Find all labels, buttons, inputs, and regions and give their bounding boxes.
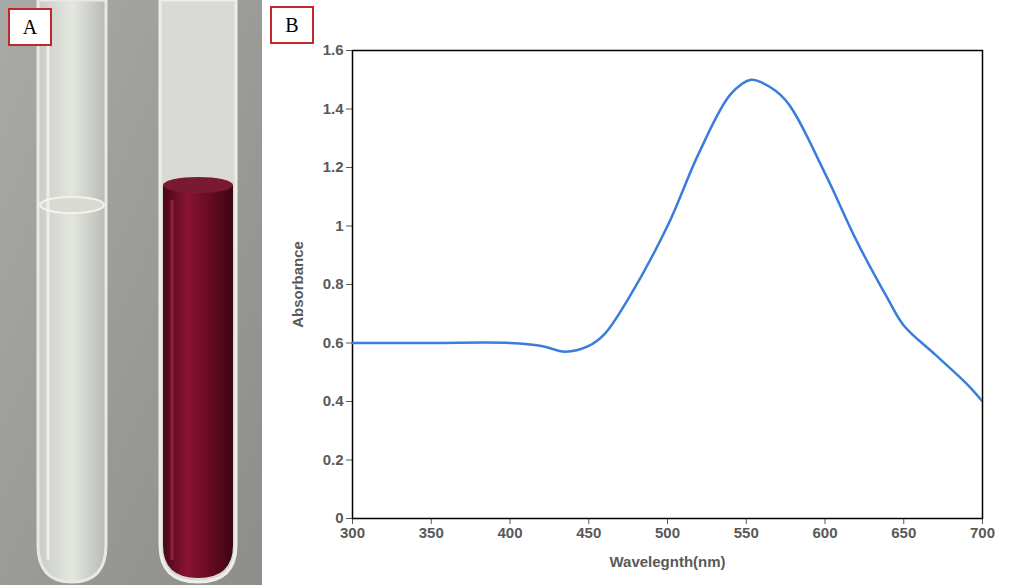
html-text:A: A [22, 16, 38, 38]
svg-text:Absorbance: Absorbance [289, 241, 306, 328]
svg-text:0.6: 0.6 [323, 334, 344, 351]
svg-text:650: 650 [891, 524, 916, 541]
svg-text:1.4: 1.4 [323, 100, 345, 117]
svg-text:0.8: 0.8 [323, 275, 344, 292]
svg-text:450: 450 [576, 524, 601, 541]
svg-text:1.6: 1.6 [323, 41, 344, 58]
svg-text:600: 600 [812, 524, 837, 541]
svg-text:0: 0 [335, 509, 344, 527]
html-text:B: B [285, 14, 299, 36]
svg-text:550: 550 [734, 524, 759, 541]
svg-text:500: 500 [655, 524, 680, 541]
svg-text:1: 1 [335, 217, 343, 234]
svg-text:0.4: 0.4 [323, 392, 345, 409]
svg-text:0.2: 0.2 [323, 451, 344, 468]
svg-text:1.2: 1.2 [323, 158, 344, 175]
svg-text:400: 400 [497, 524, 522, 541]
svg-text:350: 350 [419, 524, 444, 541]
svg-text:300: 300 [340, 524, 365, 541]
svg-text:Wavelegnth(nm): Wavelegnth(nm) [609, 553, 725, 570]
svg-text:700: 700 [970, 524, 995, 541]
